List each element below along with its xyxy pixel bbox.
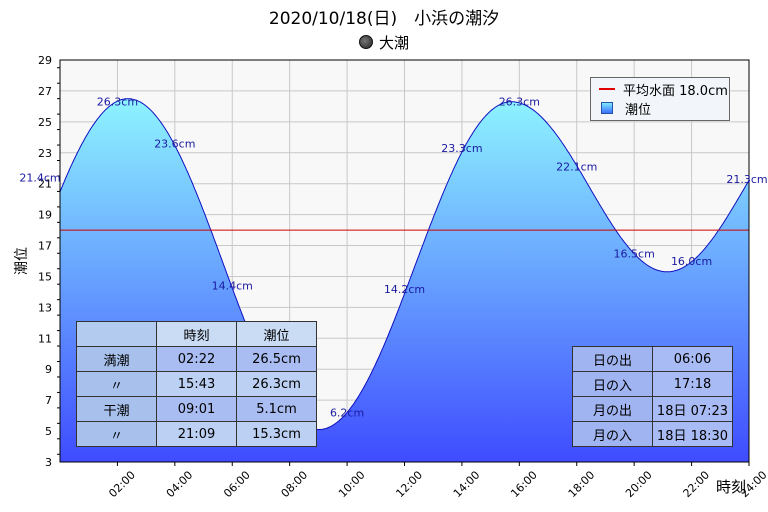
chart-title: 2020/10/18(日) 小浜の潮汐 [268,9,500,29]
y-tick-label: 3 [45,456,52,469]
tide-time: 21:09 [156,421,237,447]
y-tick-label: 21 [38,178,52,191]
table-row: 満潮 02:22 26.5cm [76,346,317,372]
point-label: 6.2cm [330,407,364,420]
point-label: 16.5cm [614,247,655,260]
table-row: 日の出 06:06 [572,346,733,372]
legend-line-swatch [599,88,615,90]
tide-kind: 〃 [76,421,157,447]
point-label: 16.0cm [671,255,712,268]
table-row: 〃 21:09 15.3cm [76,421,317,447]
tide-level: 5.1cm [236,396,317,422]
y-tick-label: 27 [38,85,52,98]
x-axis-label: 時刻 [716,478,746,496]
point-label: 26.3cm [499,96,540,109]
y-tick-label: 23 [38,147,52,160]
tide-level: 26.5cm [236,346,317,372]
point-label: 23.6cm [154,137,195,150]
tide-curve [60,98,749,430]
legend: 平均水面 18.0cm 潮位 [590,77,730,121]
tide-kind: 干潮 [76,396,157,422]
table-row: 干潮 09:01 5.1cm [76,396,317,422]
y-tick-label: 17 [38,240,52,253]
x-tick-label: 14:00 [451,469,483,501]
point-label: 14.4cm [212,280,253,293]
table-header-cell: 時刻 [156,321,237,347]
y-axis: 3 5 7 9 11 13 15 17 19 21 23 25 27 29 [38,54,60,469]
tide-kind: 満潮 [76,346,157,372]
tide-level: 15.3cm [236,421,317,447]
legend-item-mean: 平均水面 18.0cm [599,80,728,99]
table-header-cell: 潮位 [236,321,317,347]
event-label: 日の入 [572,371,653,397]
y-axis-label: 潮位 [14,247,30,275]
table-header-cell [76,321,157,347]
event-label: 月の入 [572,421,653,447]
event-time: 18日 07:23 [652,396,733,422]
x-tick-label: 10:00 [336,469,368,501]
tide-time: 02:22 [156,346,237,372]
y-tick-label: 25 [38,116,52,129]
tide-time: 15:43 [156,371,237,397]
tide-type: 大潮 [0,32,768,53]
y-tick-label: 7 [45,394,52,407]
legend-label-mean: 平均水面 18.0cm [623,83,728,99]
x-axis: 02:00 04:00 06:00 08:00 10:00 12:00 14:00 16:00… [106,462,768,500]
event-time: 18日 18:30 [652,421,733,447]
y-tick-label: 19 [38,209,52,222]
sun-moon-table: 日の出 06:06 日の入 17:18 月の出 18日 07:23 月の入 18… [572,346,733,447]
y-tick-label: 11 [38,332,52,345]
y-tick-label: 5 [45,425,52,438]
table-header-row: 時刻 潮位 [76,321,317,347]
table-row: 日の入 17:18 [572,371,733,397]
legend-item-tide: 潮位 [599,99,652,118]
x-tick-label: 20:00 [623,469,655,501]
tide-kind: 〃 [76,371,157,397]
moon-phase-icon [358,35,373,49]
x-tick-label: 02:00 [106,469,138,501]
event-time: 17:18 [652,371,733,397]
x-tick-label: 18:00 [566,469,598,501]
point-label: 22.1cm [556,161,597,174]
x-tick-label: 16:00 [508,469,540,501]
point-label: 21.4cm [19,172,60,185]
event-time: 06:06 [652,346,733,372]
x-tick-label: 04:00 [164,469,196,501]
tide-type-label: 大潮 [378,34,409,52]
x-tick-label: 06:00 [221,469,253,501]
event-label: 日の出 [572,346,653,372]
y-tick-label: 29 [38,54,52,67]
table-row: 〃 15:43 26.3cm [76,371,317,397]
high-low-tide-table: 時刻 潮位 満潮 02:22 26.5cm 〃 15:43 26.3cm 干潮 … [76,321,317,447]
table-row: 月の入 18日 18:30 [572,421,733,447]
table-row: 月の出 18日 07:23 [572,396,733,422]
x-tick-label: 12:00 [393,469,425,501]
legend-area-swatch [601,102,613,114]
event-label: 月の出 [572,396,653,422]
y-tick-label: 13 [38,301,52,314]
y-tick-label: 9 [45,363,52,376]
point-label: 14.2cm [384,283,425,296]
y-tick-label: 15 [38,270,52,283]
point-label: 21.3cm [726,173,767,186]
x-tick-label: 22:00 [681,469,713,501]
point-label: 23.3cm [441,142,482,155]
tide-level: 26.3cm [236,371,317,397]
point-label: 26.3cm [97,96,138,109]
legend-label-tide: 潮位 [625,102,652,118]
x-tick-label: 08:00 [279,469,311,501]
tide-time: 09:01 [156,396,237,422]
